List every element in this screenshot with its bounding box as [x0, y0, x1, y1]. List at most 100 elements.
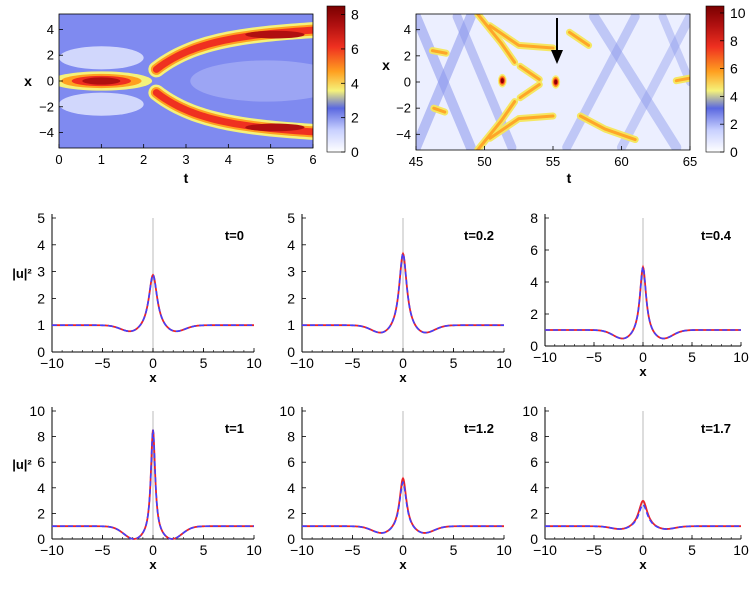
y-tick-label: 5 [287, 210, 295, 226]
profile-panel-2: −10 −5 0 5 10 0 1 2 3 4 5 x t=0.2 [287, 210, 512, 385]
heatmap-left-halo [59, 92, 144, 116]
heatmap-right-peak [500, 78, 504, 84]
heatmap-left-ytick-label: −4 [39, 125, 54, 140]
panel-time-label: t=1 [225, 421, 244, 436]
x-axis-label: x [399, 370, 407, 385]
heatmap-left-ylabel: x [24, 73, 32, 89]
x-tick-label: −10 [533, 542, 557, 558]
heatmap-left-halo [59, 46, 144, 70]
y-tick-label: 8 [530, 210, 538, 226]
y-tick-label: 6 [530, 242, 538, 258]
heatmap-left-ytick-label: 0 [47, 74, 54, 89]
heatmap-left-xtick-label: 4 [225, 152, 232, 167]
y-tick-label: 0 [37, 344, 45, 360]
heatmap-left-ytick-label: 2 [47, 48, 54, 63]
heatmap-left-xlabel: t [184, 170, 189, 186]
heatmap-right-ytick-label: −4 [396, 127, 411, 142]
y-tick-label: 1 [287, 317, 295, 333]
x-tick-label: 0 [399, 355, 407, 371]
y-tick-label: 2 [37, 290, 45, 306]
y-tick-label: 8 [37, 429, 45, 445]
arrow-marker [551, 18, 563, 64]
heatmap-right-band [476, 100, 517, 150]
profile-panel-4: −10 −5 0 5 10 0 2 4 6 8 10 x |u|² t=1 [12, 403, 262, 572]
heatmap-left-branch-peak [245, 123, 305, 132]
y-tick-label: 4 [530, 274, 538, 290]
y-tick-label: 2 [530, 306, 538, 322]
heatmap-left-halo [190, 60, 313, 102]
heatmap-right-xlabel: t [567, 170, 572, 186]
y-tick-label: 2 [37, 505, 45, 521]
heatmap-left-xtick-label: 0 [55, 152, 62, 167]
panel-time-label: t=0 [225, 228, 244, 243]
colorbar-left-tick-label: 2 [351, 110, 359, 126]
heatmap-right-xtick-label: 60 [614, 154, 628, 169]
colorbar-right-tick-label: 8 [730, 33, 738, 49]
heatmap-left: 0 1 2 3 4 5 6 −4 −2 0 2 4 t x 0 2 4 6 8 [24, 5, 359, 186]
x-axis-label: x [399, 557, 407, 572]
colorbar-right-tick-label: 0 [730, 144, 738, 160]
y-tick-label: 10 [522, 403, 538, 419]
x-tick-label: 0 [639, 349, 647, 365]
colorbar-right [705, 5, 725, 153]
heatmap-left-xtick-label: 3 [182, 152, 189, 167]
heatmap-right-band [567, 30, 591, 47]
x-tick-label: 5 [688, 349, 696, 365]
heatmap-right-xtick-label: 45 [409, 154, 423, 169]
x-tick-label: −5 [345, 355, 361, 371]
heatmap-right-xtick-label: 55 [546, 154, 560, 169]
y-axis-label: |u|² [12, 457, 32, 472]
x-tick-label: −5 [95, 355, 111, 371]
heatmap-right: 45 50 55 60 65 −4 −2 0 2 4 t x 0 2 4 6 8 10 [382, 5, 746, 186]
y-tick-label: 2 [530, 505, 538, 521]
heatmap-right-band [518, 83, 541, 100]
x-tick-label: −10 [290, 542, 314, 558]
x-axis-label: x [149, 370, 157, 385]
y-tick-label: 2 [287, 290, 295, 306]
series-exact [545, 264, 741, 340]
y-tick-label: 3 [287, 264, 295, 280]
heatmap-right-band [488, 24, 555, 50]
profile-panels: −10 −5 0 5 10 0 1 2 3 4 5 x |u|² t=0 −10 −5 0 5 10 0 1 2 3 4 5 x t… [12, 210, 749, 572]
x-tick-label: −5 [586, 349, 602, 365]
y-tick-label: 0 [37, 531, 45, 547]
heatmap-right-band [476, 14, 517, 64]
y-tick-label: 4 [37, 237, 45, 253]
heatmap-left-xtick-label: 1 [98, 152, 105, 167]
x-tick-label: −5 [345, 542, 361, 558]
x-tick-label: −10 [40, 542, 64, 558]
series-exact [302, 251, 504, 334]
series-exact [52, 429, 254, 540]
colorbar-left-tick-label: 8 [351, 7, 359, 23]
colorbar-left [326, 5, 346, 153]
x-tick-label: −5 [586, 542, 602, 558]
heatmap-right-ytick-label: 4 [404, 22, 411, 37]
x-tick-label: 5 [450, 355, 458, 371]
x-tick-label: −10 [533, 349, 557, 365]
x-tick-label: 10 [246, 542, 262, 558]
y-tick-label: 6 [530, 454, 538, 470]
heatmap-right-band [562, 14, 640, 150]
y-tick-label: 4 [287, 237, 295, 253]
heatmap-left-xtick-label: 6 [309, 152, 316, 167]
heatmap-left-xtick-label: 5 [267, 152, 274, 167]
heatmap-right-band [578, 114, 637, 142]
y-axis-label: |u|² [12, 266, 32, 281]
heatmap-left-central-peak [82, 77, 121, 85]
y-tick-label: 8 [530, 429, 538, 445]
y-tick-label: 10 [29, 403, 45, 419]
colorbar-right-tick-label: 2 [730, 116, 738, 132]
x-tick-label: −5 [95, 542, 111, 558]
colorbar-right-tick-label: 6 [730, 61, 738, 77]
heatmap-right-ytick-label: 0 [404, 75, 411, 90]
heatmap-right-ytick-label: 2 [404, 48, 411, 63]
x-tick-label: 10 [496, 355, 512, 371]
panel-time-label: t=1.7 [701, 421, 731, 436]
panel-time-label: t=0.2 [464, 228, 494, 243]
y-tick-label: 2 [287, 505, 295, 521]
y-tick-label: 0 [530, 338, 538, 354]
heatmap-right-peak [554, 79, 558, 85]
heatmap-right-band [432, 106, 447, 114]
colorbar-left-tick-label: 6 [351, 41, 359, 57]
colorbar-left-tick-label: 0 [351, 144, 359, 160]
